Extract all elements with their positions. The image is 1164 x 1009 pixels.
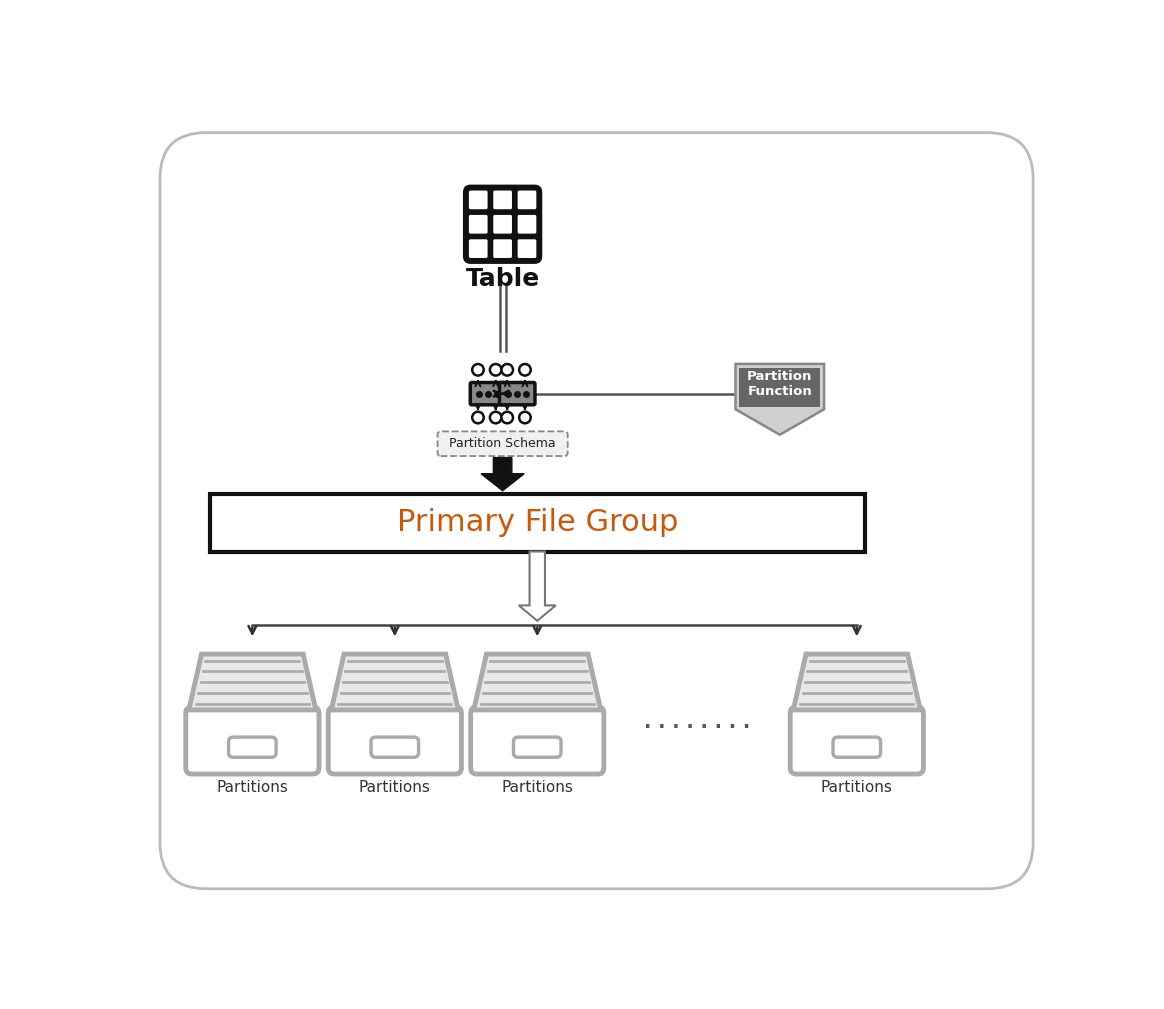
Circle shape [490, 412, 502, 424]
Circle shape [519, 412, 531, 424]
Polygon shape [474, 654, 601, 710]
Circle shape [473, 364, 484, 375]
Circle shape [473, 412, 484, 424]
FancyBboxPatch shape [469, 191, 488, 209]
FancyBboxPatch shape [494, 215, 512, 234]
Circle shape [502, 364, 513, 375]
Circle shape [502, 412, 513, 424]
FancyBboxPatch shape [469, 239, 488, 258]
Polygon shape [481, 457, 524, 490]
Text: Partitions: Partitions [359, 780, 431, 795]
Text: Partition Schema: Partition Schema [449, 437, 556, 450]
Text: Partitions: Partitions [217, 780, 289, 795]
FancyBboxPatch shape [463, 185, 542, 264]
FancyBboxPatch shape [469, 215, 488, 234]
FancyBboxPatch shape [328, 707, 461, 774]
FancyBboxPatch shape [494, 239, 512, 258]
FancyBboxPatch shape [186, 707, 319, 774]
Polygon shape [332, 654, 459, 710]
Polygon shape [739, 367, 821, 407]
Circle shape [490, 364, 502, 375]
Text: Partition
Function: Partition Function [747, 370, 812, 399]
FancyBboxPatch shape [499, 382, 535, 405]
FancyBboxPatch shape [159, 132, 1034, 889]
Polygon shape [794, 654, 921, 710]
FancyBboxPatch shape [518, 191, 537, 209]
FancyBboxPatch shape [518, 239, 537, 258]
Text: Primary File Group: Primary File Group [397, 509, 677, 537]
Text: . . . . . . . .: . . . . . . . . [644, 713, 750, 733]
FancyBboxPatch shape [513, 738, 561, 757]
FancyBboxPatch shape [470, 382, 505, 405]
Text: Partitions: Partitions [502, 780, 573, 795]
Text: Partitions: Partitions [821, 780, 893, 795]
FancyBboxPatch shape [371, 738, 419, 757]
FancyBboxPatch shape [228, 738, 276, 757]
Text: Table: Table [466, 267, 540, 291]
Polygon shape [519, 552, 555, 621]
FancyBboxPatch shape [470, 707, 604, 774]
FancyBboxPatch shape [438, 432, 568, 456]
Polygon shape [736, 364, 824, 435]
FancyBboxPatch shape [518, 215, 537, 234]
FancyBboxPatch shape [790, 707, 923, 774]
FancyBboxPatch shape [494, 191, 512, 209]
Polygon shape [189, 654, 315, 710]
FancyBboxPatch shape [833, 738, 881, 757]
FancyBboxPatch shape [210, 493, 865, 552]
Circle shape [519, 364, 531, 375]
